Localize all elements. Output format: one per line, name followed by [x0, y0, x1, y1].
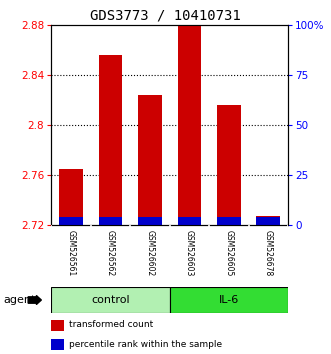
Text: control: control	[91, 295, 130, 305]
Text: GSM526562: GSM526562	[106, 230, 115, 276]
Bar	[169, 287, 288, 313]
Text: percentile rank within the sample: percentile rank within the sample	[69, 340, 222, 349]
Bar	[138, 217, 162, 225]
Bar	[99, 217, 122, 225]
Bar	[257, 216, 280, 225]
Bar	[177, 25, 201, 225]
Bar	[99, 55, 122, 225]
Text: GSM526561: GSM526561	[67, 230, 75, 276]
Bar	[217, 217, 241, 225]
Text: GSM526602: GSM526602	[145, 230, 155, 276]
Text: IL-6: IL-6	[219, 295, 239, 305]
Bar	[217, 105, 241, 225]
Text: GSM526603: GSM526603	[185, 230, 194, 276]
Bar	[177, 217, 201, 225]
Text: transformed count: transformed count	[69, 320, 153, 329]
Bar	[59, 169, 83, 225]
Bar	[138, 95, 162, 225]
Bar	[257, 217, 280, 225]
Bar	[59, 217, 83, 225]
Text: agent: agent	[3, 295, 36, 305]
Bar	[51, 320, 64, 331]
Text: GSM526678: GSM526678	[264, 230, 273, 276]
Text: GSM526605: GSM526605	[224, 230, 233, 276]
Text: GDS3773 / 10410731: GDS3773 / 10410731	[90, 9, 241, 23]
Bar	[51, 339, 64, 350]
Bar	[51, 287, 169, 313]
